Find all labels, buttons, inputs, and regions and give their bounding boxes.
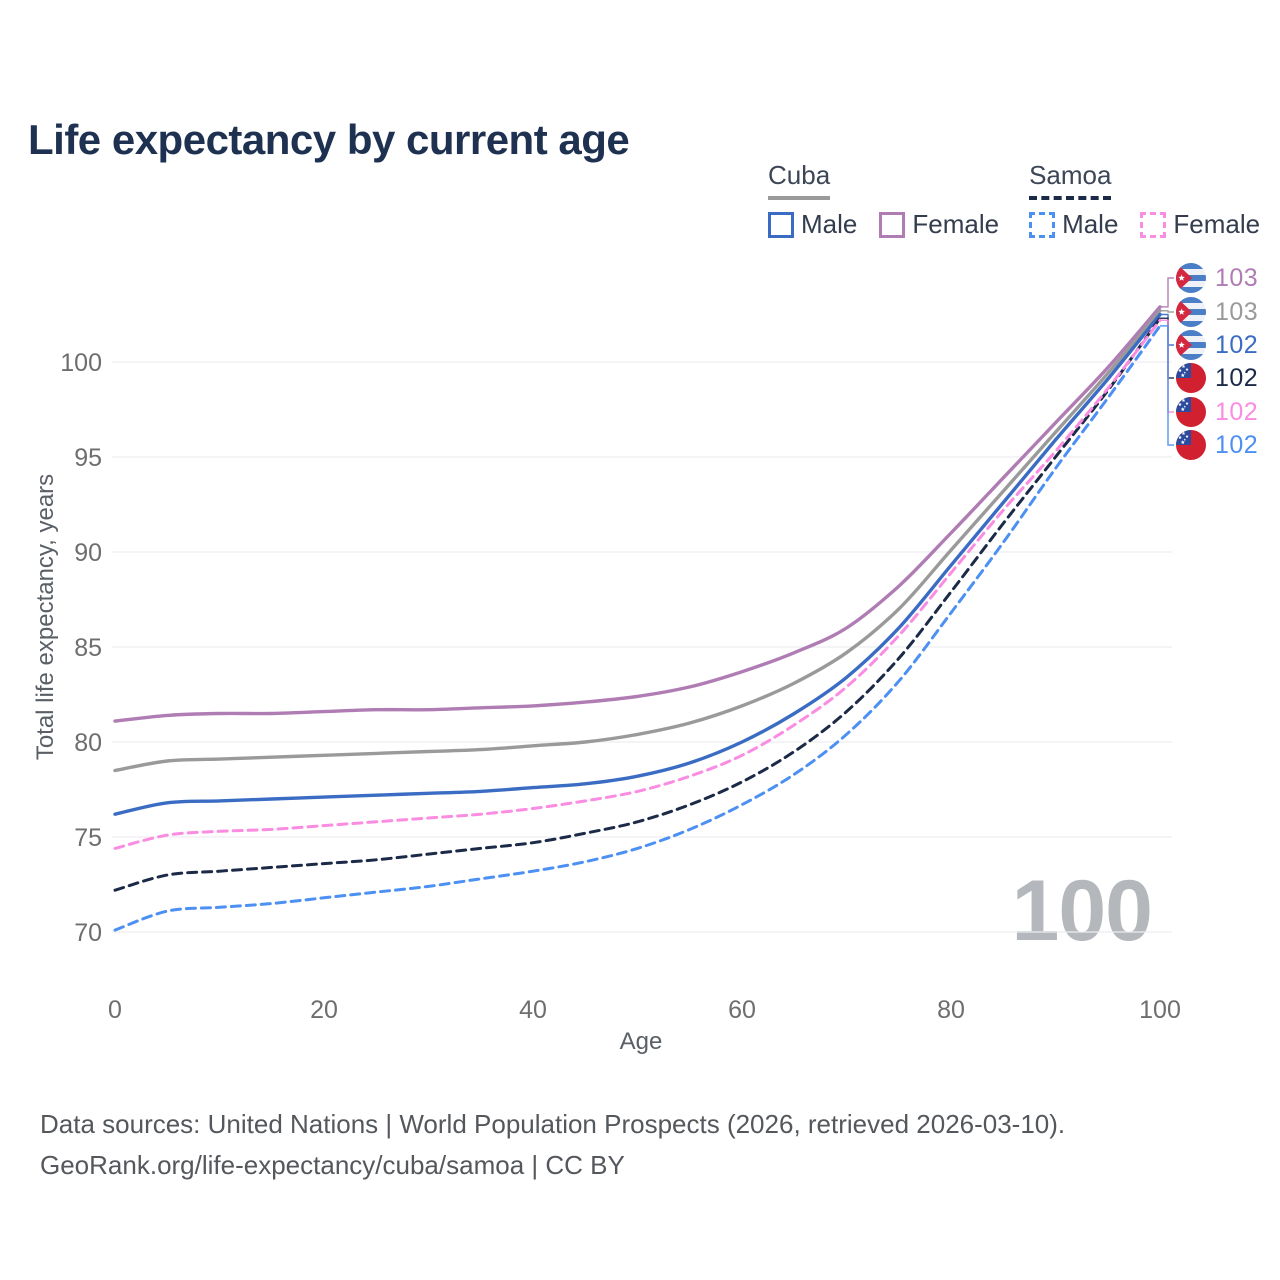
end-value-samoa: 102 (1215, 363, 1259, 392)
legend-item-cuba-male[interactable]: Male (768, 209, 857, 240)
data-sources-line: Data sources: United Nations | World Pop… (40, 1109, 1066, 1139)
age-counter-watermark: 100 (1011, 863, 1153, 959)
leader-line-samoa-female (1160, 319, 1174, 413)
y-tick-label-80: 80 (74, 729, 102, 757)
cuba-flag-icon (1176, 263, 1206, 293)
y-tick-label-70: 70 (74, 919, 102, 947)
end-value-samoa-male: 102 (1215, 430, 1259, 459)
leader-line-cuba (1160, 309, 1174, 313)
y-axis-title: Total life expectancy, years (32, 473, 59, 761)
x-tick-label-60: 60 (728, 996, 756, 1024)
x-tick-label-80: 80 (937, 996, 965, 1024)
legend-country-cuba[interactable]: Cuba (768, 160, 831, 200)
leader-line-cuba-female (1160, 277, 1174, 308)
legend-group-samoa: Samoa Male Female (1029, 160, 1260, 240)
legend-item-cuba-female[interactable]: Female (879, 209, 999, 240)
x-tick-label-0: 0 (108, 996, 122, 1024)
cuba-flag-icon (1176, 330, 1206, 360)
attribution-line: GeoRank.org/life-expectancy/cuba/samoa |… (40, 1150, 625, 1180)
y-tick-label-90: 90 (74, 539, 102, 567)
x-tick-label-20: 20 (310, 996, 338, 1024)
y-tick-label-75: 75 (74, 824, 102, 852)
end-value-cuba: 103 (1215, 297, 1259, 326)
legend-item-samoa-male[interactable]: Male (1029, 209, 1118, 240)
series-line-samoa-female[interactable] (113, 318, 1162, 850)
samoa-flag-icon (1176, 363, 1206, 393)
legend-item-samoa-female[interactable]: Female (1140, 209, 1260, 240)
samoa-flag-icon (1176, 397, 1206, 427)
legend-group-cuba: Cuba Male Female (768, 160, 999, 240)
end-label-samoa-male: 102 (1176, 430, 1258, 460)
cuba-flag-icon (1176, 297, 1206, 327)
y-tick-label-95: 95 (74, 444, 102, 472)
x-axis-title: Age (619, 1028, 663, 1055)
end-value-samoa-female: 102 (1215, 397, 1259, 426)
leader-line-cuba-male (1160, 313, 1174, 346)
series-line-cuba-female[interactable] (113, 305, 1162, 723)
series-line-samoa-male[interactable] (113, 324, 1162, 932)
page-title: Life expectancy by current age (28, 116, 630, 164)
y-tick-label-100: 100 (60, 349, 102, 377)
footer: Data sources: United Nations | World Pop… (40, 1104, 1065, 1186)
legend-items-samoa: Male Female (1029, 209, 1260, 240)
legend-label-cuba-male: Male (801, 209, 858, 239)
end-label-samoa-female: 102 (1176, 397, 1258, 427)
end-value-cuba-male: 102 (1215, 330, 1259, 359)
end-label-cuba-male: 102 (1176, 330, 1258, 360)
samoa-male-swatch-icon (1029, 211, 1056, 238)
samoa-flag-icon (1176, 430, 1206, 460)
end-label-cuba: 103 (1176, 297, 1258, 327)
end-label-cuba-female: 103 (1176, 263, 1258, 293)
end-label-samoa: 102 (1176, 363, 1258, 393)
samoa-female-swatch-icon (1140, 211, 1167, 238)
y-tick-label-85: 85 (74, 634, 102, 662)
x-tick-label-40: 40 (519, 996, 547, 1024)
legend-label-samoa-male: Male (1062, 209, 1119, 239)
legend-label-samoa-female: Female (1173, 209, 1261, 239)
series-line-samoa[interactable] (113, 316, 1162, 892)
end-value-cuba-female: 103 (1215, 263, 1259, 292)
cuba-male-swatch-icon (768, 211, 794, 238)
leader-line-samoa-male (1160, 325, 1174, 446)
legend: Cuba Male Female Samoa Male (768, 160, 1260, 240)
x-tick-label-100: 100 (1139, 996, 1181, 1024)
legend-items-cuba: Male Female (768, 209, 999, 240)
series-line-cuba-male[interactable] (113, 312, 1162, 816)
legend-country-samoa[interactable]: Samoa (1029, 160, 1112, 200)
legend-label-cuba-female: Female (912, 209, 1000, 239)
cuba-female-swatch-icon (879, 211, 906, 238)
series-line-cuba[interactable] (113, 309, 1162, 773)
leader-line-samoa (1160, 317, 1174, 379)
